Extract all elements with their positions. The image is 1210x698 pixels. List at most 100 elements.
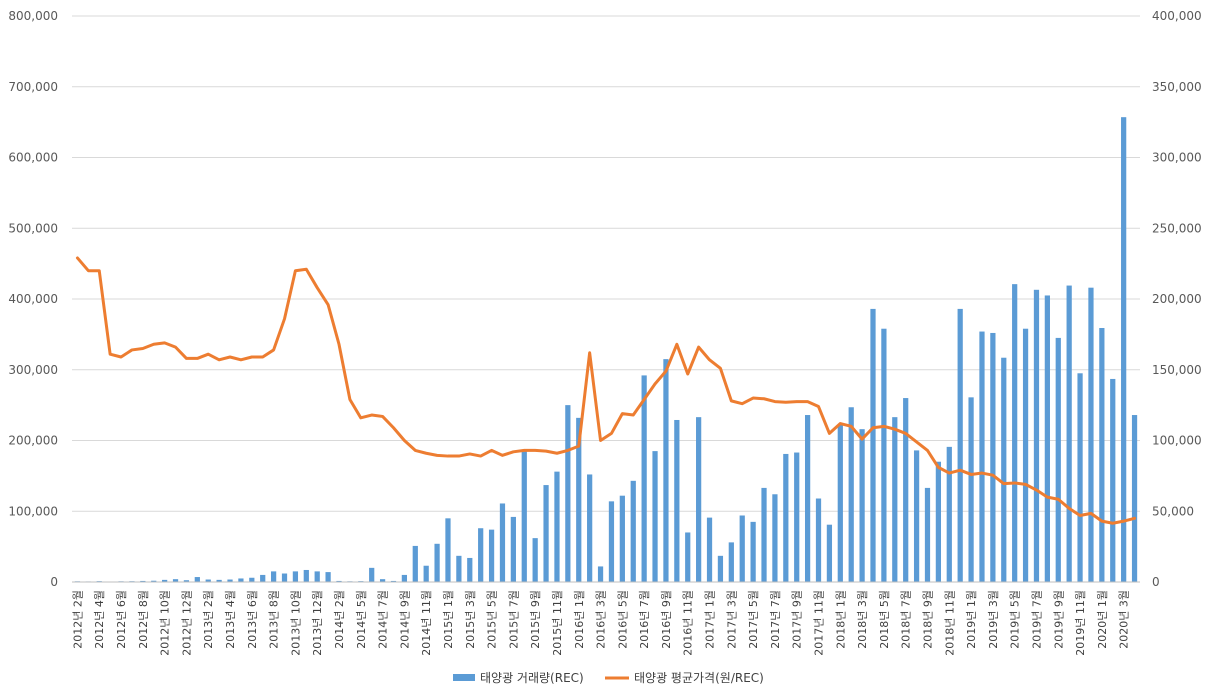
bar (140, 580, 146, 582)
y-right-tick-label: 0 (1152, 575, 1160, 589)
y-left-tick-label: 0 (50, 575, 58, 589)
bar (194, 577, 200, 582)
x-tick-label: 2014년 5월 (355, 590, 368, 649)
x-tick-label: 2019년 3월 (987, 590, 1000, 649)
x-tick-label: 2016년 9월 (660, 590, 673, 649)
bar (456, 555, 462, 582)
bar (336, 580, 342, 582)
bar (706, 517, 713, 582)
x-tick-label: 2012년 10월 (159, 590, 172, 656)
x-tick-label: 2012년 6월 (115, 590, 128, 649)
line-series (75, 256, 1137, 525)
bar (565, 405, 571, 582)
bar (685, 532, 691, 582)
bar (946, 446, 952, 582)
bar (1121, 117, 1127, 583)
x-tick-label: 2012년 12월 (180, 590, 193, 656)
bar (1077, 373, 1083, 582)
bar (445, 518, 451, 582)
bar (412, 545, 418, 582)
x-tick-label: 2018년 5월 (878, 590, 891, 649)
x-tick-label: 2012년 8월 (137, 590, 150, 649)
bar (739, 515, 745, 582)
bar (499, 503, 506, 582)
bar (369, 567, 375, 582)
y-left-tick-label: 200,000 (8, 434, 58, 448)
bar (587, 474, 593, 582)
legend-line-label: 태양광 평균가격(원/REC) (634, 671, 764, 685)
bar (183, 580, 190, 582)
bar (270, 571, 277, 582)
bar (935, 461, 942, 582)
bar (249, 577, 255, 582)
x-tick-label: 2017년 3월 (725, 590, 738, 649)
bar (521, 449, 527, 582)
bar (576, 417, 582, 582)
bar (674, 419, 680, 582)
bar (804, 415, 811, 582)
x-tick-label: 2016년 3월 (595, 590, 608, 649)
bar (783, 453, 789, 582)
x-tick-label: 2016년 5월 (616, 590, 629, 649)
bar (815, 498, 822, 582)
x-tick-label: 2015년 1월 (442, 590, 455, 649)
bar (488, 529, 495, 582)
y-left-tick-label: 400,000 (8, 292, 58, 306)
x-tick-label: 2013년 8월 (268, 590, 281, 649)
x-tick-label: 2014년 9월 (398, 590, 411, 649)
bar (619, 495, 625, 582)
y-right-tick-label: 350,000 (1152, 80, 1202, 94)
x-tick-label: 2013년 12월 (311, 590, 324, 656)
bar (292, 571, 299, 582)
bar (728, 542, 734, 582)
x-tick-label: 2014년 11월 (420, 590, 433, 656)
bar (870, 308, 876, 582)
x-tick-label: 2015년 7월 (507, 590, 520, 649)
y-right-tick-label: 400,000 (1152, 9, 1202, 23)
y-left-tick-label: 300,000 (8, 363, 58, 377)
bar (434, 543, 440, 582)
bar (281, 573, 288, 582)
legend-bar-swatch (453, 674, 475, 681)
y-right-tick-label: 200,000 (1152, 292, 1202, 306)
x-tick-label: 2016년 11월 (682, 590, 695, 656)
bar (205, 579, 211, 582)
bar (597, 566, 604, 582)
bar (761, 487, 767, 582)
bar (1088, 287, 1094, 582)
bar (608, 501, 615, 582)
bar (794, 452, 800, 582)
bar (1012, 284, 1018, 582)
bar (1033, 289, 1040, 582)
bar (848, 407, 854, 582)
bar (379, 579, 386, 582)
x-tick-label: 2017년 11월 (813, 590, 826, 656)
x-tick-label: 2017년 5월 (747, 590, 760, 649)
x-tick-label: 2018년 7월 (900, 590, 913, 649)
bar (652, 451, 658, 582)
x-tick-label: 2012년 2월 (71, 590, 84, 649)
x-tick-label: 2019년 5월 (1009, 590, 1022, 649)
x-tick-label: 2020년 1월 (1096, 590, 1109, 649)
x-tick-label: 2016년 1월 (573, 590, 586, 649)
bar (630, 480, 636, 582)
bar (227, 579, 233, 582)
y-left-tick-label: 800,000 (8, 9, 58, 23)
bar (543, 485, 549, 582)
x-axis-ticks: 2012년 2월 2012년 4월 2012년 6월 2012년 8월 2012년 10… (71, 590, 1130, 656)
x-tick-label: 2018년 3월 (856, 590, 869, 649)
x-tick-label: 2015년 11월 (551, 590, 564, 656)
x-tick-label: 2015년 3월 (464, 590, 477, 649)
bar (1001, 357, 1007, 582)
y-left-tick-label: 100,000 (8, 504, 58, 518)
bar (532, 538, 538, 582)
x-tick-label: 2012년 4월 (93, 590, 106, 649)
bar (859, 429, 865, 582)
bar (467, 557, 473, 582)
x-tick-label: 2016년 7월 (638, 590, 651, 649)
bar-series (74, 117, 1138, 583)
gridlines (72, 15, 1140, 512)
x-tick-label: 2013년 10월 (289, 590, 302, 656)
bar (401, 574, 408, 582)
